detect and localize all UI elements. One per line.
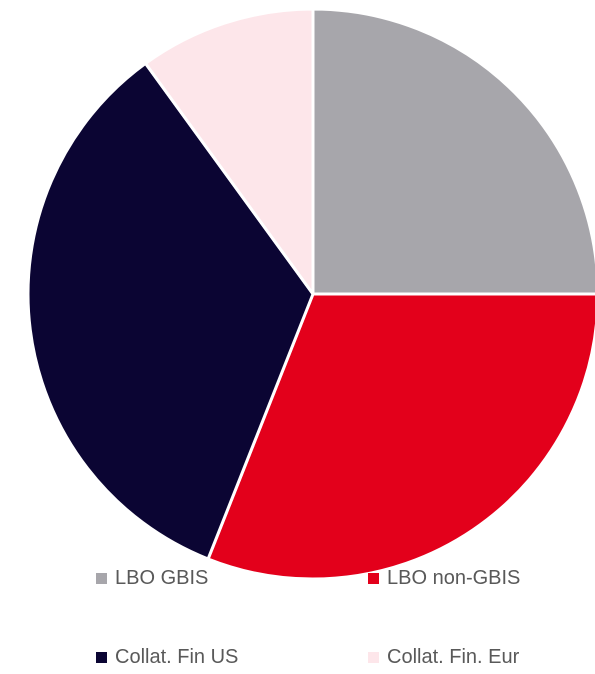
pie-slices [26,7,595,581]
pie-slice-lbo-non-gbis [206,292,595,581]
pie-slice-lbo-gbis [311,7,595,296]
pie-slice-collat-fin-eur [143,7,315,296]
pie-slice-collat-fin-us [26,61,315,561]
